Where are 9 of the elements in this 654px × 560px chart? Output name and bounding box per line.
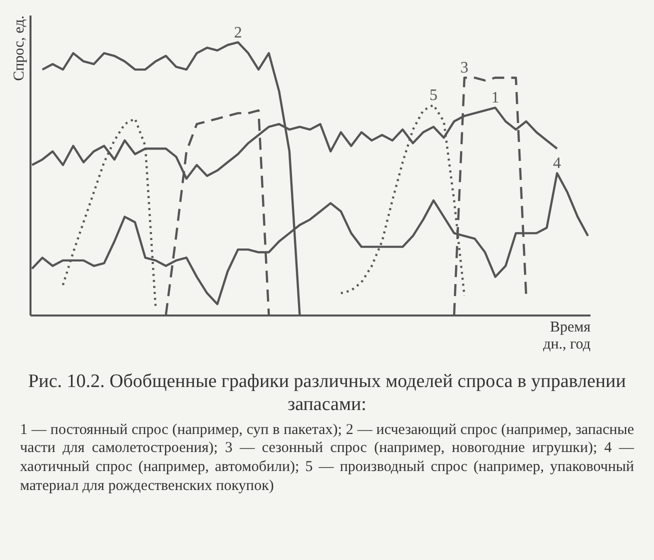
series-label: 2 — [234, 24, 242, 42]
text: Рис. 10.2. Обобщенные графики различных моделей спроса в управлении запасами: — [27, 371, 627, 417]
series-label: 4 — [553, 155, 562, 172]
series-label: 1 — [491, 90, 500, 107]
y-axis-title: Спрос, ед. — [12, 16, 28, 81]
text: 1 — постоянный спрос (например, суп в пакетах); 2 — исчезающий спрос (например, запасные части для самолетостроения); 3 — сезонный спрос (например, новогодние игрушки); 4 — хаотичный спрос (например, автомобили); 5 — производный спрос (например, упаковочный материал для рождественских покупок) — [20, 420, 634, 496]
x-axis-title: Время дн., год — [543, 320, 591, 352]
series-label: 3 — [460, 60, 468, 77]
series-label: 5 — [430, 87, 438, 104]
